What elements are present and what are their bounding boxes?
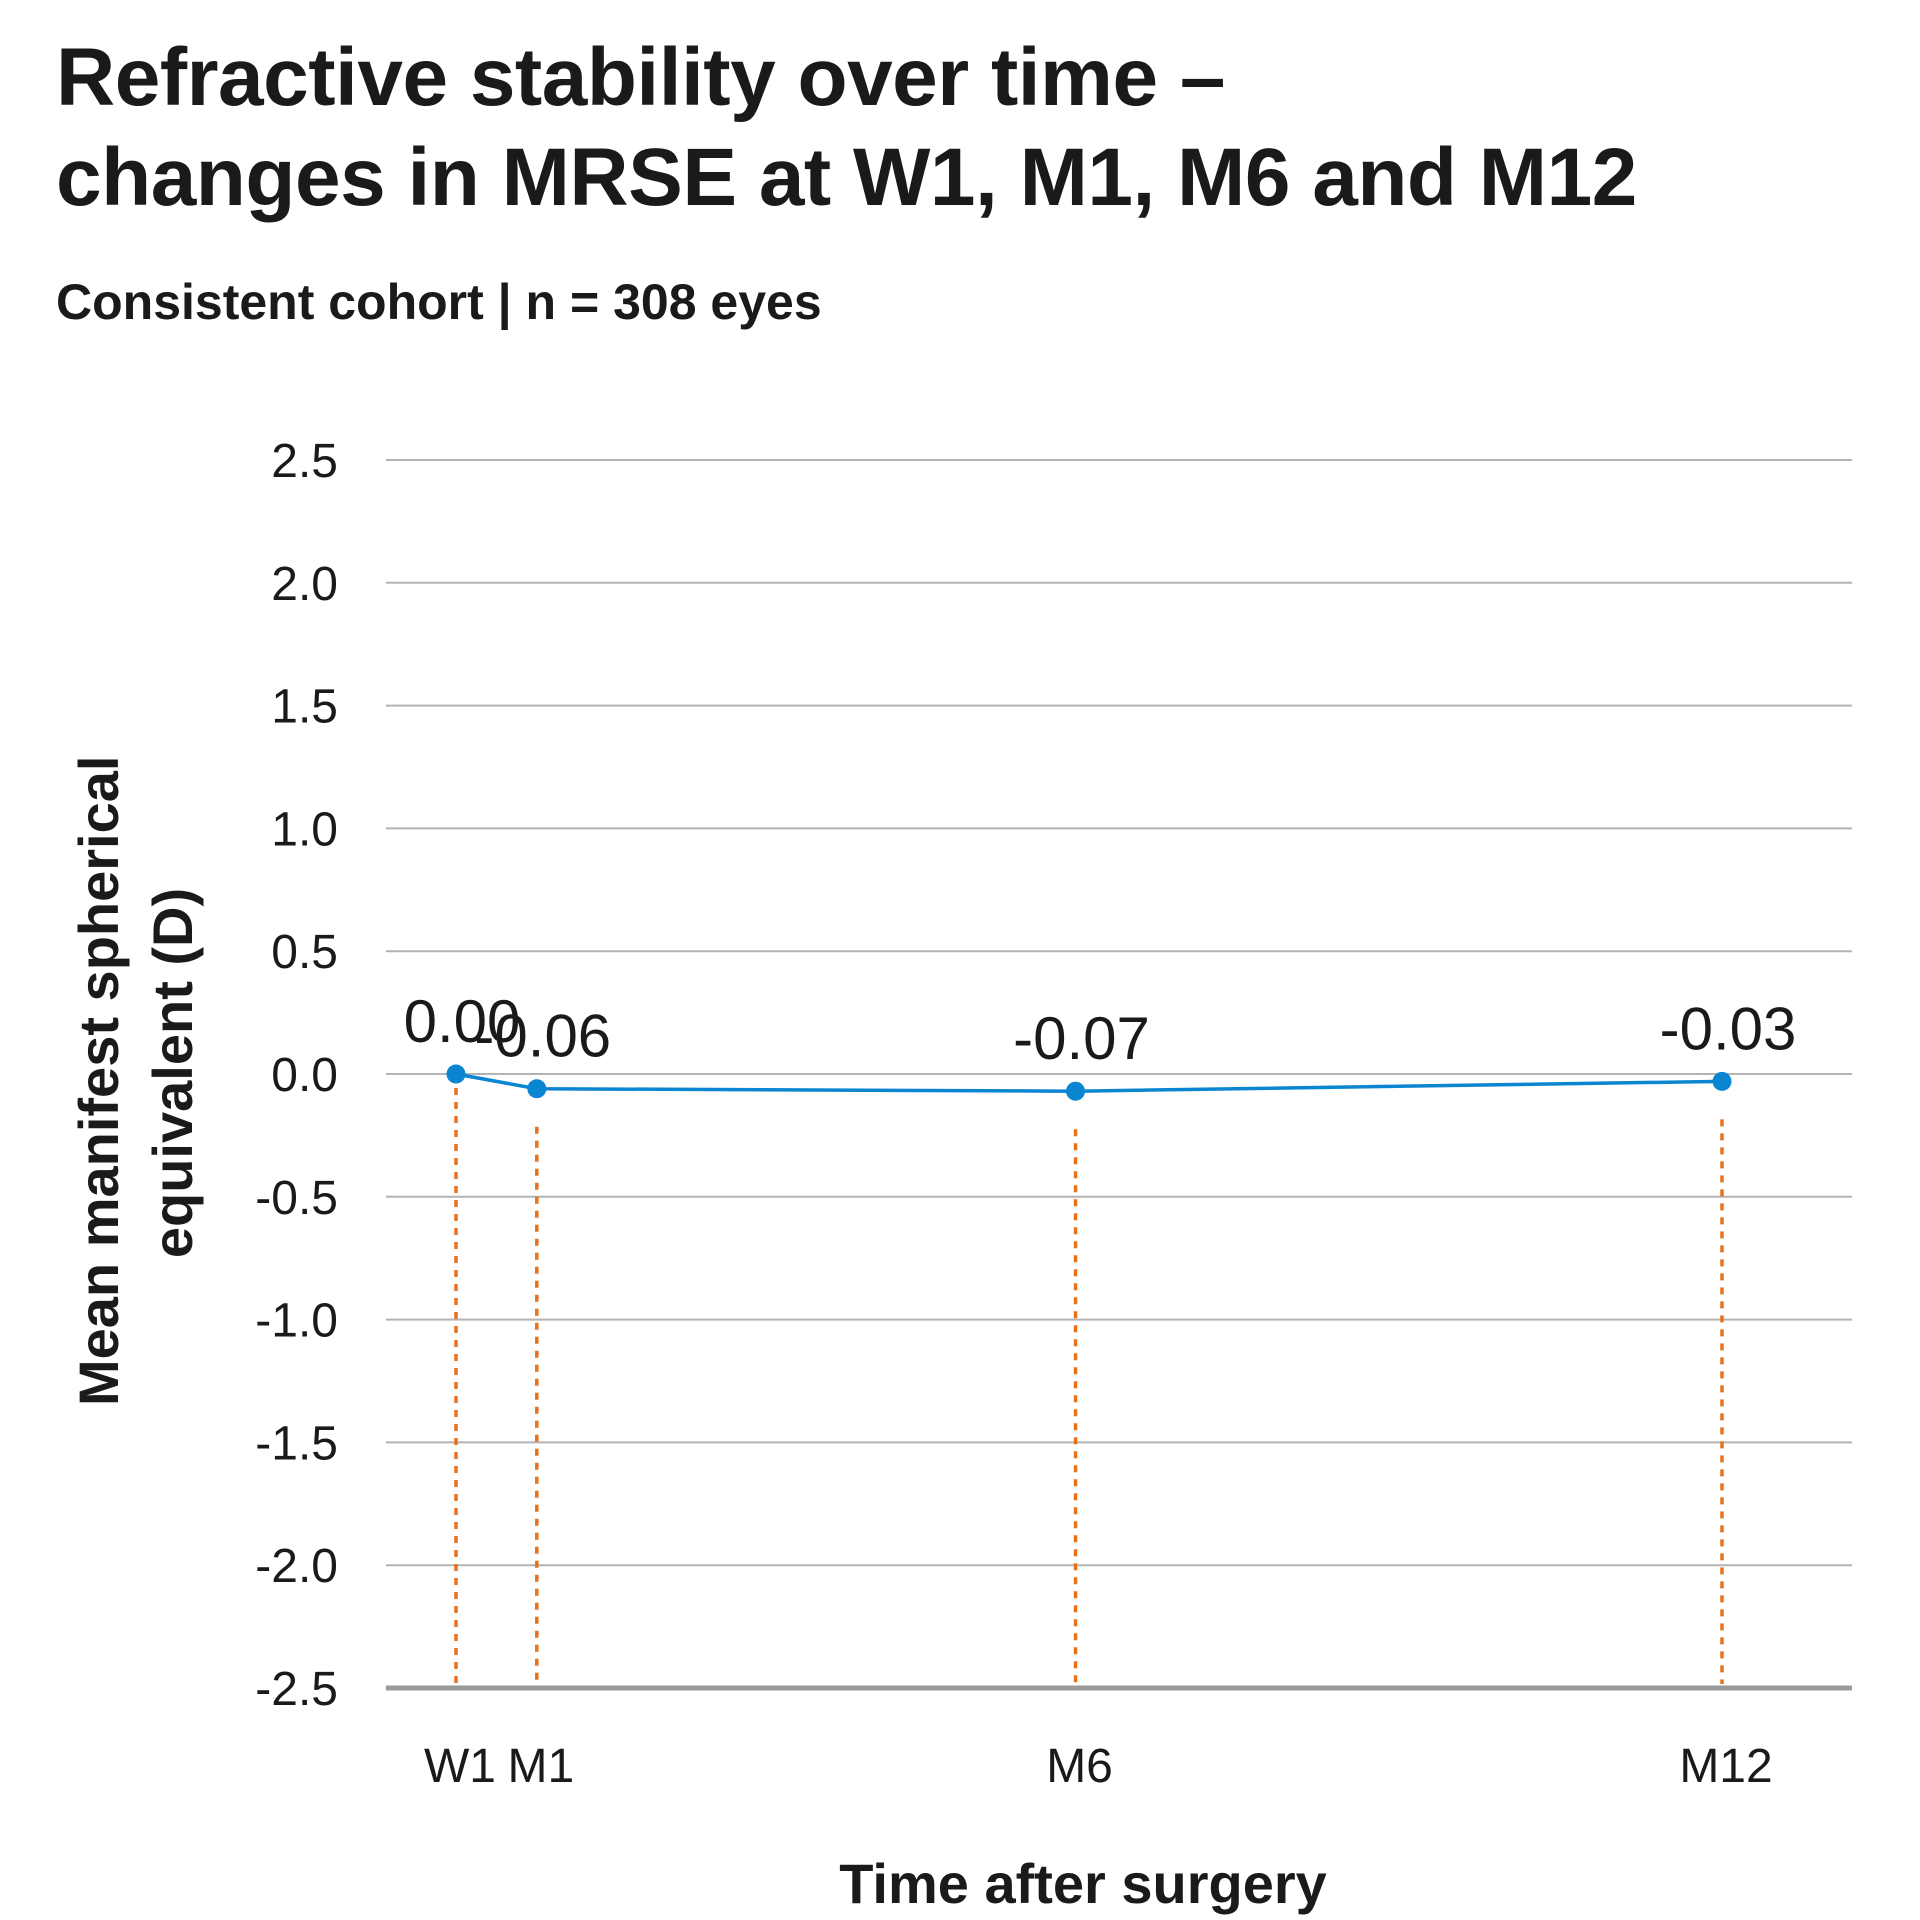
y-tick-label: -1.5 [255,1417,338,1470]
data-label: -0.07 [1013,1005,1150,1072]
y-axis-ticks: 2.5 2.0 1.5 1.0 0.5 0.0 -0.5 -1.0 -1.5 -2.0 -2.5 [255,435,338,1716]
data-labels: 0.00-0.06 -0.07 -0.03 [404,988,1797,1072]
y-tick-label: -2.5 [255,1663,338,1716]
series-line [455,1072,1723,1093]
y-tick-label: 0.0 [271,1049,338,1102]
drop-lines [454,1088,1724,1684]
y-tick-label: -2.0 [255,1540,338,1593]
y-tick-label: 2.0 [271,558,338,611]
series-mrse [446,1064,1732,1101]
chart-title-line-1: Refractive stability over time – [56,32,1225,123]
y-axis-title-line-1: Mean manifest spherical [67,756,130,1406]
x-tick-label: W1 [424,1740,496,1793]
x-axis-title: Time after surgery [839,1852,1327,1915]
data-point [1066,1081,1086,1101]
data-point [446,1064,466,1084]
data-label: -0.03 [1660,995,1797,1062]
x-tick-label: M1 [507,1740,574,1793]
gridlines [386,459,1852,1691]
y-tick-label: -1.0 [255,1295,338,1348]
x-axis-ticks: W1 M1 M6 M12 [424,1740,1773,1793]
y-axis-title: Mean manifest spherical equivalent (D) [67,740,204,1406]
chart-subtitle: Consistent cohort | n = 308 eyes [56,274,822,330]
x-tick-label: M12 [1679,1740,1772,1793]
y-axis-title-line-2: equivalent (D) [141,888,204,1258]
chart-title-line-2: changes in MRSE at W1, M1, M6 and M12 [56,132,1637,223]
y-tick-label: 1.5 [271,681,338,734]
data-label: 0.00 [404,988,521,1055]
x-tick-label: M6 [1046,1740,1113,1793]
data-point [1712,1071,1732,1091]
data-point [527,1079,547,1099]
data-label: -0.06 [474,1003,611,1070]
y-tick-label: 0.5 [271,926,338,979]
chart-title: Refractive stability over time – changes… [56,28,1876,228]
y-tick-label: 1.0 [271,803,338,856]
y-tick-label: -0.5 [255,1172,338,1225]
y-tick-label: 2.5 [271,435,338,488]
